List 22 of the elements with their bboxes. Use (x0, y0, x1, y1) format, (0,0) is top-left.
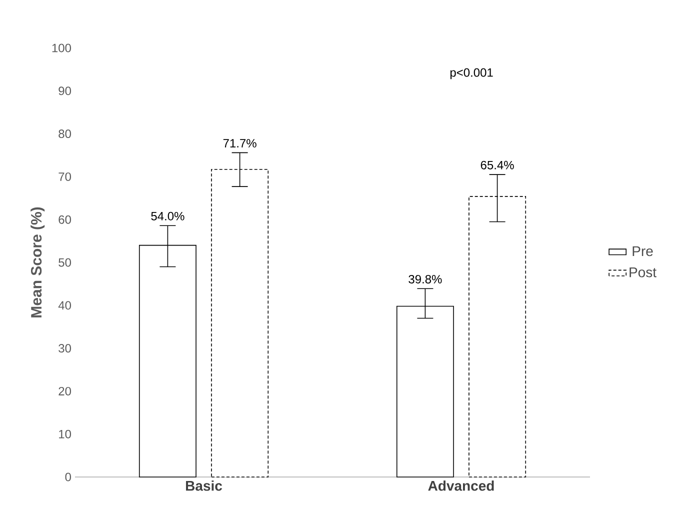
data-label: 71.7% (223, 139, 256, 148)
y-tick-label: 40 (58, 301, 72, 310)
y-tick-label: 50 (58, 258, 72, 267)
y-tick-label: 90 (58, 86, 72, 96)
y-tick-label: 60 (58, 215, 72, 224)
legend-label: Post (630, 267, 656, 278)
data-label: 54.0% (151, 212, 184, 220)
y-axis-title: Mean Score (%) (30, 207, 45, 318)
data-label: 65.4% (480, 160, 514, 170)
y-tick-label: 70 (58, 172, 72, 181)
legend-label: Pre (632, 246, 653, 256)
bar (396, 306, 454, 478)
x-tick-label: Basic (186, 480, 222, 491)
data-label: 39.8% (408, 274, 442, 284)
x-tick-label: Advanced (428, 480, 494, 491)
y-tick-label: 10 (59, 430, 72, 438)
annotation: p<0.001 (450, 68, 493, 80)
y-tick-label: 20 (58, 386, 72, 396)
y-tick-label: 0 (65, 472, 72, 482)
y-tick-label: 30 (58, 344, 72, 353)
y-tick-label: 80 (58, 130, 72, 138)
y-tick-label: 100 (52, 44, 72, 52)
